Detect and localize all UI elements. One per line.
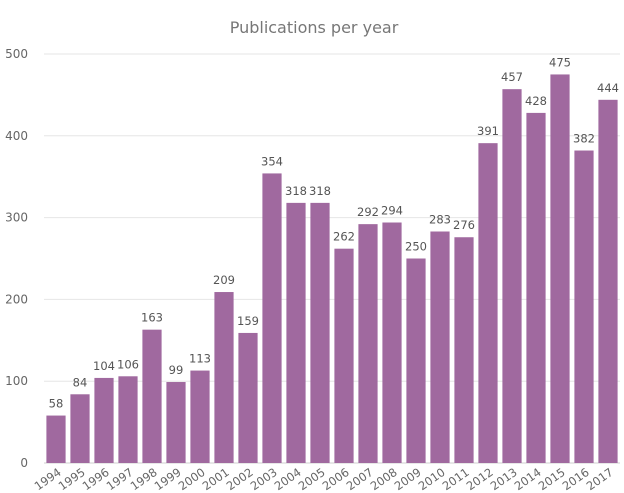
bar-1997[interactable] xyxy=(118,376,138,463)
bar-2015[interactable] xyxy=(550,74,570,463)
data-label-2009: 250 xyxy=(405,240,427,254)
data-label-2011: 276 xyxy=(453,218,475,232)
data-label-1996: 104 xyxy=(93,359,115,373)
bar-1994[interactable] xyxy=(46,415,66,463)
y-tick-label: 100 xyxy=(5,374,28,388)
data-label-2015: 475 xyxy=(549,55,571,69)
bar-2008[interactable] xyxy=(382,222,402,463)
y-tick-label: 400 xyxy=(5,129,28,143)
data-label-2012: 391 xyxy=(477,124,499,138)
bar-2005[interactable] xyxy=(310,202,330,463)
bar-2007[interactable] xyxy=(358,224,378,463)
data-label-2014: 428 xyxy=(525,94,547,108)
bar-2006[interactable] xyxy=(334,248,354,463)
bar-2002[interactable] xyxy=(238,332,258,463)
data-label-2007: 292 xyxy=(357,205,379,219)
chart-title: Publications per year xyxy=(230,18,399,37)
data-label-2017: 444 xyxy=(597,81,619,95)
bar-1996[interactable] xyxy=(94,377,114,463)
y-tick-label: 0 xyxy=(20,456,28,470)
data-label-2004: 318 xyxy=(285,184,307,198)
data-label-2002: 159 xyxy=(237,314,259,328)
x-tick-label-2017: 2017 xyxy=(584,465,616,493)
data-label-2013: 457 xyxy=(501,70,523,84)
data-label-2001: 209 xyxy=(213,273,235,287)
bar-2010[interactable] xyxy=(430,231,450,463)
bar-2013[interactable] xyxy=(502,89,522,463)
data-label-1998: 163 xyxy=(141,311,163,325)
bar-1995[interactable] xyxy=(70,394,90,463)
bar-2016[interactable] xyxy=(574,150,594,464)
bar-2001[interactable] xyxy=(214,292,234,463)
data-label-1997: 106 xyxy=(117,357,139,371)
data-label-2003: 354 xyxy=(261,154,283,168)
bar-2011[interactable] xyxy=(454,237,474,463)
data-label-2008: 294 xyxy=(381,204,403,218)
bar-1999[interactable] xyxy=(166,382,186,463)
y-tick-label: 300 xyxy=(5,211,28,225)
data-label-2006: 262 xyxy=(333,230,355,244)
y-axis: 0 100 200 300 400 500 xyxy=(5,47,28,470)
y-tick-label: 200 xyxy=(5,292,28,306)
data-label-2010: 283 xyxy=(429,213,451,227)
data-label-1999: 99 xyxy=(169,363,184,377)
bar-1998[interactable] xyxy=(142,329,162,463)
grid-lines xyxy=(44,53,620,464)
bar-2003[interactable] xyxy=(262,173,282,464)
y-tick-label: 500 xyxy=(5,47,28,61)
x-axis: 1994199519961997199819992000200120022003… xyxy=(32,465,616,493)
data-label-1995: 84 xyxy=(73,375,88,389)
bars xyxy=(46,74,618,464)
bar-2012[interactable] xyxy=(478,143,498,464)
data-label-1994: 58 xyxy=(49,397,64,411)
bar-2004[interactable] xyxy=(286,202,306,463)
bar-2014[interactable] xyxy=(526,112,546,464)
data-label-2000: 113 xyxy=(189,352,211,366)
bar-2009[interactable] xyxy=(406,258,426,464)
bar-2017[interactable] xyxy=(598,99,618,464)
bar-2000[interactable] xyxy=(190,370,210,463)
data-label-2016: 382 xyxy=(573,132,595,146)
data-label-2005: 318 xyxy=(309,184,331,198)
